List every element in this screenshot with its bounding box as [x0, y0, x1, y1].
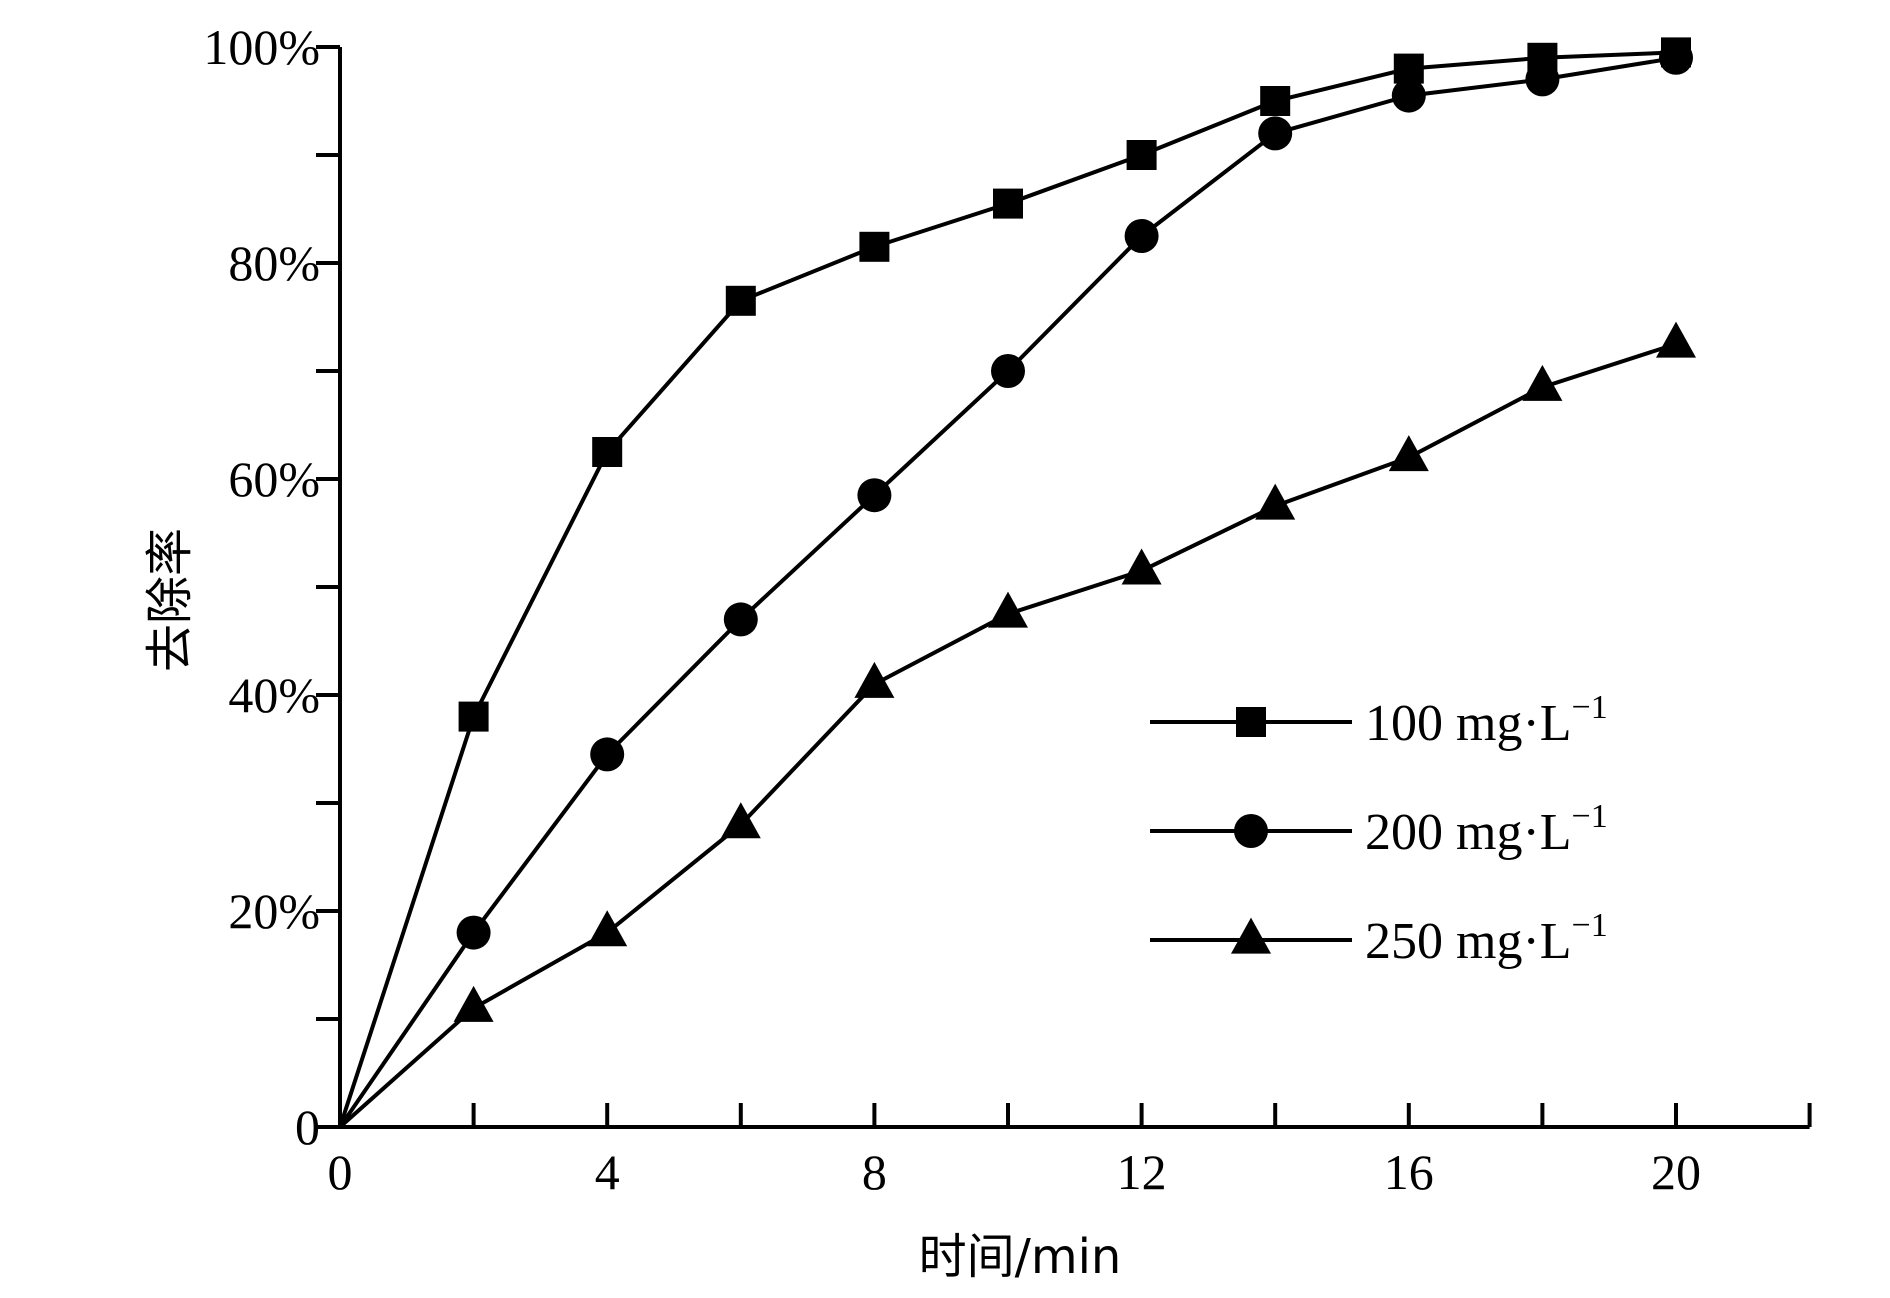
data-point-triangle	[1522, 364, 1563, 401]
data-point-square	[1126, 140, 1157, 170]
data-point-circle	[857, 478, 892, 513]
series-triangle	[338, 321, 1696, 1129]
legend-item-square: 100 mg·L−1	[1150, 689, 1608, 752]
data-point-circle	[1124, 219, 1159, 253]
y-tick-label: 80%	[228, 235, 320, 291]
y-tick-label: 40%	[228, 667, 320, 723]
data-point-circle	[1258, 116, 1293, 151]
legend-label: 100 mg·L−1	[1365, 689, 1608, 752]
data-point-circle	[590, 737, 625, 772]
y-tick-label: 0	[295, 1099, 320, 1155]
x-axis-title: 时间/min	[919, 1229, 1122, 1285]
data-point-triangle	[1656, 321, 1696, 358]
legend-marker-circle	[1234, 814, 1268, 848]
axes: 0 4 8 12 16 20 0 20% 40% 60% 80% 100% 时间/min 去除率	[142, 19, 1812, 1285]
y-axis-title: 去除率	[142, 528, 198, 672]
legend-label-superscript: −1	[1572, 798, 1608, 835]
legend-label: 250 mg·L−1	[1365, 907, 1608, 970]
legend-label-superscript: −1	[1572, 907, 1608, 944]
legend-label-superscript: −1	[1572, 689, 1608, 726]
series-layer	[338, 37, 1696, 1129]
data-point-square	[458, 701, 489, 732]
legend-item-triangle: 250 mg·L−1	[1150, 907, 1608, 970]
y-tick-label: 20%	[228, 883, 320, 939]
legend-label: 200 mg·L−1	[1365, 798, 1608, 861]
legend-item-circle: 200 mg·L−1	[1150, 798, 1608, 861]
data-point-circle	[456, 915, 491, 950]
data-point-circle	[1391, 78, 1426, 113]
data-point-square	[592, 437, 623, 467]
x-tick-label: 16	[1384, 1144, 1434, 1200]
data-point-triangle	[453, 985, 494, 1022]
legend-marker-triangle	[1231, 917, 1271, 954]
data-point-circle	[991, 354, 1025, 388]
x-tick-label: 20	[1651, 1144, 1701, 1200]
data-point-square	[725, 285, 756, 316]
x-tick-label: 8	[862, 1144, 887, 1200]
data-point-triangle	[988, 591, 1028, 628]
x-tick-label: 4	[595, 1144, 620, 1200]
series-circle	[338, 40, 1693, 1129]
data-point-circle	[1525, 62, 1560, 97]
legend-label-main: 200 mg·L	[1365, 804, 1572, 861]
y-tick-label: 60%	[228, 451, 320, 507]
data-point-square	[1260, 86, 1291, 116]
series-square	[338, 37, 1691, 1128]
data-point-triangle	[1388, 435, 1429, 472]
x-tick-label: 12	[1117, 1144, 1167, 1200]
x-tick-label: 0	[328, 1144, 353, 1200]
legend-label-main: 100 mg·L	[1365, 695, 1572, 752]
data-point-triangle	[1121, 548, 1162, 585]
data-point-triangle	[854, 661, 895, 698]
legend-label-main: 250 mg·L	[1365, 913, 1572, 970]
data-point-circle	[1659, 40, 1693, 75]
data-point-triangle	[1255, 483, 1296, 520]
data-point-circle	[723, 602, 758, 637]
data-point-square	[993, 188, 1023, 219]
y-tick-label: 100%	[203, 19, 320, 75]
data-point-triangle	[587, 910, 628, 947]
legend-marker-square	[1236, 707, 1266, 737]
data-point-triangle	[720, 802, 761, 839]
data-point-square	[859, 231, 890, 262]
